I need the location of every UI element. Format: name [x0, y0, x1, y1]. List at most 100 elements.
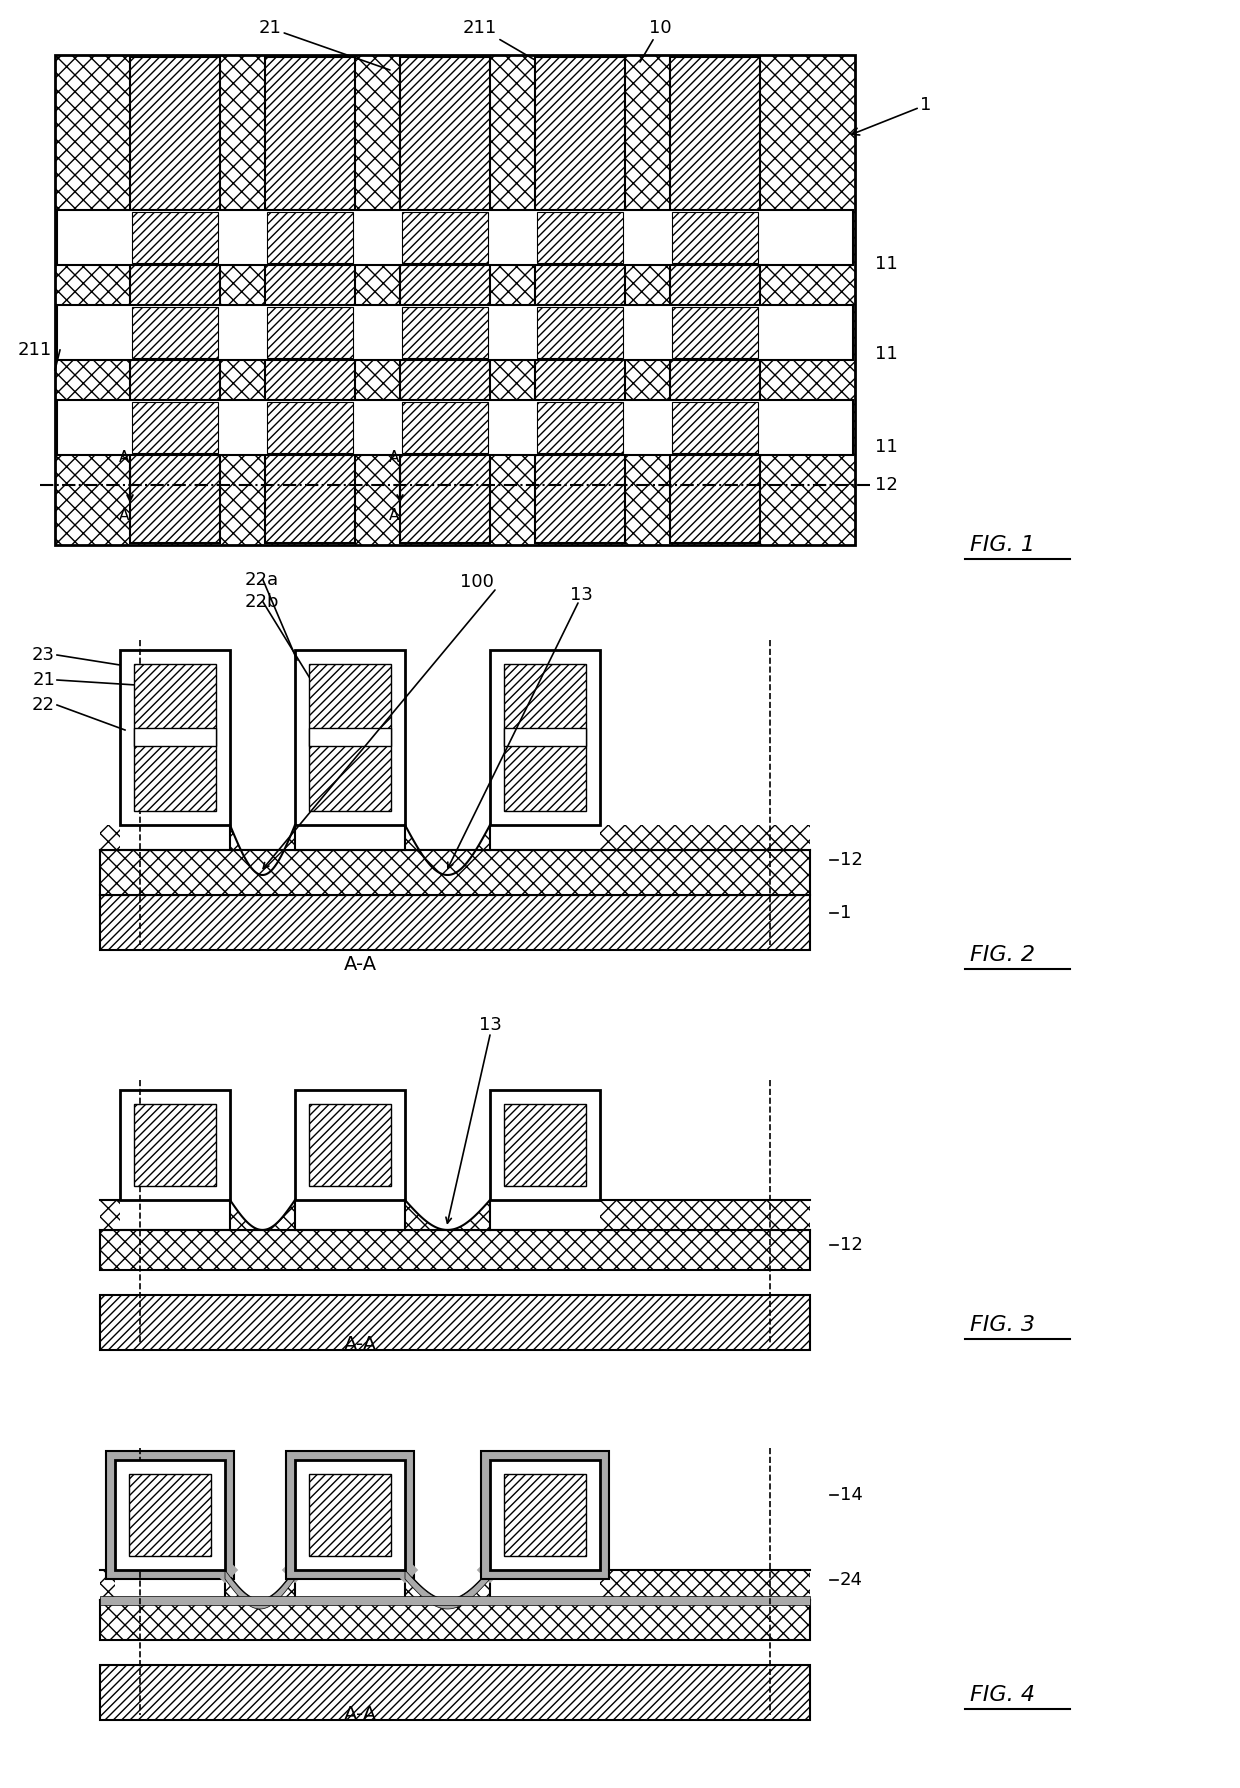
Bar — [57, 306, 853, 359]
Bar — [134, 1103, 216, 1185]
Bar — [600, 1570, 810, 1600]
Text: 12: 12 — [875, 476, 898, 493]
Bar — [295, 651, 405, 824]
Bar — [57, 209, 853, 265]
Text: 21: 21 — [259, 20, 391, 70]
Bar — [672, 402, 758, 452]
Bar — [131, 308, 218, 358]
Bar — [481, 1452, 609, 1579]
Bar — [55, 55, 856, 545]
Text: 11: 11 — [875, 345, 898, 363]
Bar — [267, 308, 353, 358]
Bar — [600, 824, 810, 849]
Bar — [503, 663, 587, 812]
Bar — [129, 1473, 211, 1556]
Text: 24: 24 — [839, 1572, 863, 1590]
Text: 211: 211 — [463, 20, 534, 61]
Text: FIG. 3: FIG. 3 — [970, 1314, 1035, 1336]
Bar — [286, 1452, 414, 1579]
Bar — [100, 1200, 120, 1230]
Bar — [537, 213, 622, 263]
Bar — [490, 1091, 600, 1200]
Text: 13: 13 — [479, 1016, 501, 1033]
Polygon shape — [224, 1570, 295, 1609]
Text: 1: 1 — [839, 905, 852, 923]
Polygon shape — [405, 824, 490, 874]
Text: 11: 11 — [875, 438, 898, 456]
Text: 100: 100 — [460, 572, 494, 592]
Bar — [100, 1570, 115, 1600]
Polygon shape — [405, 1570, 490, 1600]
Bar — [100, 1295, 810, 1350]
Bar — [537, 308, 622, 358]
Text: A: A — [119, 449, 129, 465]
Bar — [57, 401, 853, 454]
Text: A: A — [119, 508, 129, 522]
Text: 23: 23 — [32, 645, 55, 663]
Bar — [115, 1461, 224, 1570]
Text: A-A: A-A — [343, 1706, 377, 1724]
Bar — [100, 896, 810, 949]
Bar — [100, 1600, 810, 1640]
Bar — [670, 57, 760, 544]
Bar — [537, 402, 622, 452]
Polygon shape — [229, 1200, 295, 1230]
Text: A-A: A-A — [343, 955, 377, 974]
Text: 11: 11 — [875, 256, 898, 274]
Bar — [401, 57, 490, 544]
Text: 211: 211 — [19, 342, 52, 359]
Bar — [402, 402, 489, 452]
Text: A: A — [389, 508, 399, 522]
Bar — [309, 1473, 391, 1556]
Bar — [100, 1665, 810, 1720]
Bar — [503, 1473, 587, 1556]
Text: 13: 13 — [570, 586, 593, 604]
Bar — [100, 824, 120, 849]
Text: 21: 21 — [32, 670, 55, 688]
Polygon shape — [405, 1200, 490, 1230]
Bar — [309, 663, 391, 812]
Bar — [131, 213, 218, 263]
Bar — [295, 1091, 405, 1200]
Bar — [100, 1230, 810, 1269]
Bar — [100, 849, 810, 896]
Bar — [130, 57, 219, 544]
Bar — [120, 1091, 229, 1200]
Bar — [265, 57, 355, 544]
Bar — [309, 1103, 391, 1185]
Text: 1: 1 — [852, 97, 931, 136]
Bar — [402, 308, 489, 358]
Bar — [105, 1452, 234, 1579]
Text: 12: 12 — [839, 1236, 863, 1253]
Text: FIG. 1: FIG. 1 — [970, 535, 1035, 554]
Bar — [402, 213, 489, 263]
Text: 14: 14 — [839, 1486, 863, 1504]
Bar — [490, 651, 600, 824]
Bar — [672, 308, 758, 358]
Text: A-A: A-A — [343, 1336, 377, 1355]
Bar — [267, 213, 353, 263]
Polygon shape — [229, 824, 295, 874]
Bar — [309, 728, 391, 746]
Bar — [534, 57, 625, 544]
Text: 12: 12 — [839, 851, 863, 869]
Bar — [503, 728, 587, 746]
Bar — [134, 728, 216, 746]
Text: 10: 10 — [640, 20, 671, 63]
Text: 22b: 22b — [246, 594, 279, 611]
Bar — [100, 1597, 810, 1606]
Bar — [600, 1200, 810, 1230]
Bar — [131, 402, 218, 452]
Bar — [267, 402, 353, 452]
Text: A: A — [389, 449, 399, 465]
Bar — [672, 213, 758, 263]
Bar — [490, 1461, 600, 1570]
Polygon shape — [405, 1570, 490, 1609]
Text: 22a: 22a — [246, 570, 279, 588]
Bar — [134, 663, 216, 812]
Text: FIG. 4: FIG. 4 — [970, 1684, 1035, 1706]
Text: FIG. 2: FIG. 2 — [970, 946, 1035, 966]
Text: 22: 22 — [32, 696, 55, 713]
Bar — [503, 1103, 587, 1185]
Bar — [295, 1461, 405, 1570]
